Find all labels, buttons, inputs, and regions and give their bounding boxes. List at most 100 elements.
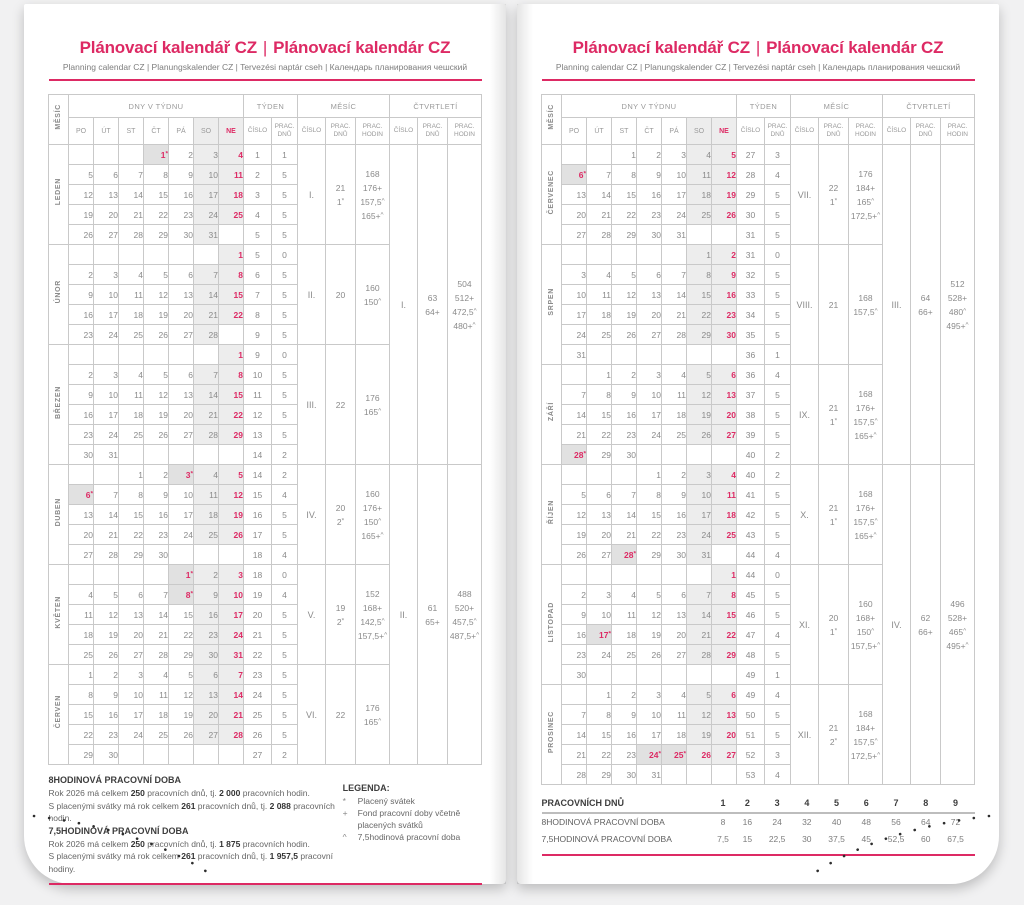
day-cell: 18 — [661, 724, 687, 745]
page-subtitle: Planning calendar CZ | Planungskalender … — [62, 62, 468, 72]
month-name: ČERVEN — [55, 695, 62, 729]
day-cell: 3 — [661, 144, 687, 165]
header-day-ne: NE — [218, 117, 244, 145]
day-cell: 10 — [686, 484, 712, 505]
day-cell: 11 — [611, 604, 637, 625]
working-days-value: 40 — [831, 817, 842, 827]
day-cell: 26 — [636, 644, 662, 665]
day-cell: 16 — [193, 604, 219, 625]
header-mesic-corner: MĚSÍC — [48, 94, 69, 145]
week-row: 23 24 25 26 27 28 29 48 5 — [542, 644, 975, 665]
week-workdays: 5 — [271, 284, 298, 305]
month-name-cell: ÚNOR — [48, 244, 69, 345]
day-cell: 13 — [193, 684, 219, 705]
day-cell: 8 — [586, 384, 612, 405]
corner-perforation-left-icon — [32, 814, 218, 880]
label-line: PRAC. — [362, 123, 383, 130]
working-days-row-label: 8HODINOVÁ PRACOVNÍ DOBA — [541, 817, 665, 827]
day-cell: 10 — [636, 704, 662, 725]
day-cell: 22 — [218, 404, 244, 425]
day-cell: 5 — [561, 484, 587, 505]
day-cell: 19 — [636, 624, 662, 645]
day-cell: 30 — [711, 324, 737, 345]
month-name: KVĚTEN — [55, 595, 62, 629]
day-cell: 28 — [661, 324, 687, 345]
legend-text: Fond pracovní doby včetně placených svát… — [357, 808, 461, 830]
month-workhours-line: 184+ — [855, 182, 876, 193]
day-cell: 15 — [218, 284, 244, 305]
working-days-row: 7,5HODINOVÁ PRACOVNÍ DOBA 7,5 15 22,5 30 37,5… — [542, 830, 975, 847]
month-workhours-line: 165^ — [856, 196, 875, 207]
day-cell: 5 — [143, 264, 169, 285]
day-cell: 13 — [711, 384, 737, 405]
week-row: 10 11 12 13 14 15 16 33 5 — [542, 284, 975, 305]
week-workdays: 5 — [271, 204, 298, 225]
month-workdays-line: 21 — [828, 299, 839, 310]
day-cell — [586, 564, 612, 585]
header-ctvrtleti-cislo: ČÍSLO — [882, 117, 911, 145]
quarter-number: I. — [389, 144, 418, 465]
week-workdays: 5 — [271, 324, 298, 345]
label-line: DNŮ — [918, 131, 933, 138]
day-cell — [586, 664, 612, 685]
month-name-cell: BŘEZEN — [48, 344, 69, 465]
day-cell: 28 — [686, 644, 712, 665]
day-cell — [218, 324, 244, 345]
header-ctvrtleti-prac-dnu: PRAC. DNŮ — [910, 117, 941, 145]
month-workdays-line: 22 — [335, 709, 346, 720]
week-row: 20 21 22 23 24 25 26 30 5 — [542, 204, 975, 225]
day-cell: 17 — [561, 304, 587, 325]
day-cell — [168, 244, 194, 265]
label-line: PRAC. — [274, 123, 295, 130]
month-workhours-line: 157,5^ — [853, 516, 878, 527]
month-workdays-line: 21 — [828, 402, 839, 413]
day-cell: 11 — [686, 164, 712, 185]
day-cell: 31 — [661, 224, 687, 245]
day-cell: 19 — [561, 524, 587, 545]
week-workdays: 5 — [764, 644, 791, 665]
month-name-cell: ŘÍJEN — [541, 464, 562, 565]
day-cell: 16 — [561, 624, 587, 645]
day-cell: 20 — [168, 404, 194, 425]
day-cell — [686, 564, 712, 585]
day-cell: 3 — [118, 664, 144, 685]
day-cell: 21 — [661, 304, 687, 325]
header-rule — [541, 79, 975, 81]
week-number: 15 — [243, 484, 272, 505]
day-cell: 9 — [636, 164, 662, 185]
day-cell: 30 — [68, 444, 94, 465]
day-cell: 26 — [686, 744, 712, 765]
month-workhours-line: 160 — [858, 598, 873, 609]
day-cell: 6 — [711, 364, 737, 385]
day-cell: 16 — [143, 504, 169, 525]
week-row: PROSINEC 1 2 3 4 5 6 49 4 XII. 21 2* 168 184+ 157,5^ 17… — [541, 684, 975, 785]
week-number: 27 — [736, 144, 765, 165]
day-cell: 24 — [93, 324, 119, 345]
month-name: ŘÍJEN — [548, 499, 555, 525]
day-cell: 29 — [168, 644, 194, 665]
day-cell — [168, 544, 194, 565]
day-cell: 12 — [686, 704, 712, 725]
day-cell: 8 — [68, 684, 94, 705]
day-cell: 17 — [93, 304, 119, 325]
day-cell: 16 — [168, 184, 194, 205]
month-workhours-line: 150^ — [856, 626, 875, 637]
title-separator: | — [755, 38, 761, 57]
quarter-workhours-line: 465^ — [948, 626, 967, 637]
title-sk: Plánovací kalendár CZ — [273, 38, 451, 57]
day-cell: 11 — [68, 604, 94, 625]
day-cell: 1 — [686, 244, 712, 265]
day-cell: 22 — [68, 724, 94, 745]
week-number: 37 — [736, 384, 765, 405]
day-cell: 12 — [611, 284, 637, 305]
day-cell: 16 — [661, 504, 687, 525]
day-cell: 24 — [686, 524, 712, 545]
header-tyden-prac-dnu: PRAC. DNŮ — [764, 117, 791, 145]
week-workdays: 4 — [271, 544, 298, 565]
month-workdays-line: 19 — [335, 602, 346, 613]
day-cell: 14 — [118, 184, 144, 205]
week-row: 7 8 9 10 11 12 13 37 5 — [542, 384, 975, 405]
day-cell — [218, 544, 244, 565]
month-workdays-line: 22 — [335, 399, 346, 410]
day-cell: 8 — [611, 164, 637, 185]
